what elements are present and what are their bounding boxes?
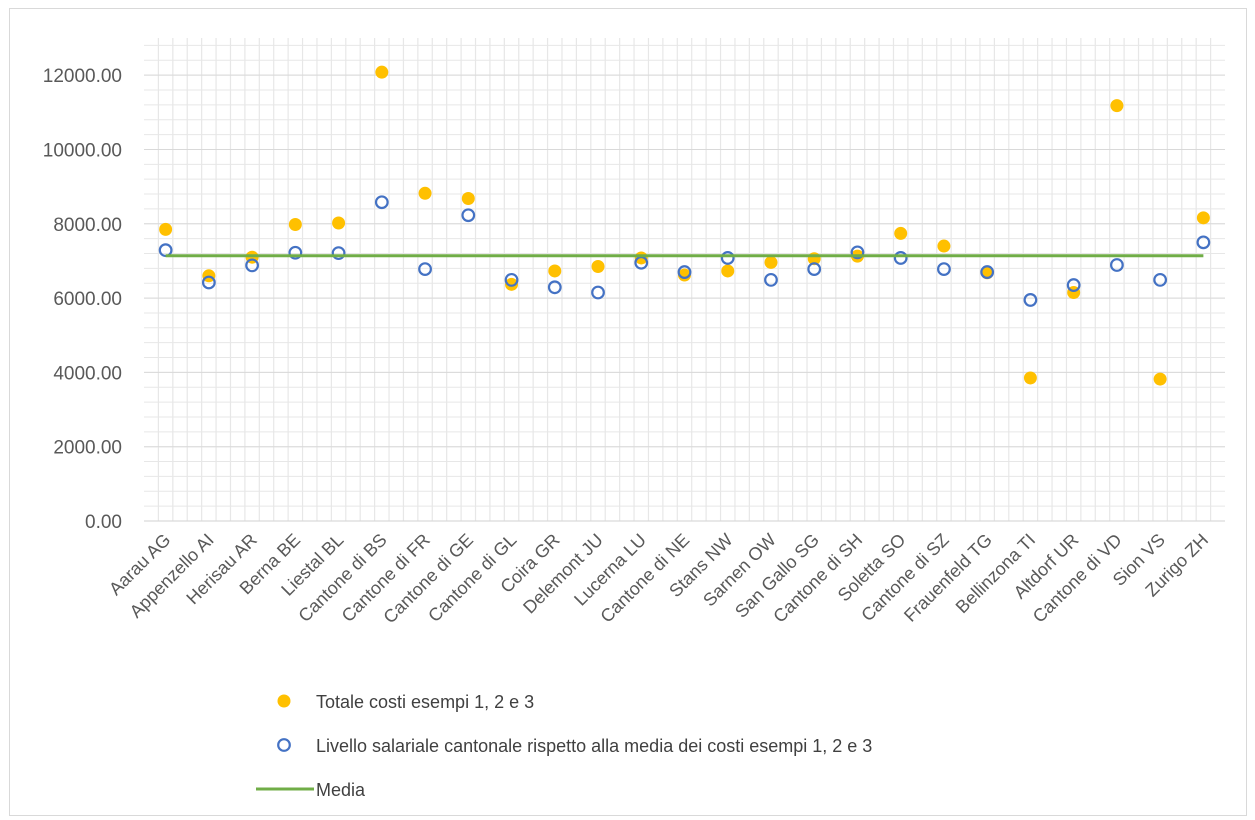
series-2 bbox=[158, 195, 1211, 307]
y-tick-label: 6000.00 bbox=[53, 289, 122, 310]
legend: Totale costi esempi 1, 2 e 3 Livello sala… bbox=[256, 692, 872, 800]
data-point bbox=[159, 222, 173, 236]
data-point bbox=[1153, 272, 1168, 287]
data-point bbox=[504, 272, 519, 287]
chart-frame: 0.00 2000.00 4000.00 6000.00 8000.00 10000.00… bbox=[9, 8, 1247, 816]
data-point bbox=[505, 277, 519, 291]
data-point bbox=[678, 268, 691, 282]
legend-item: Livello salariale cantonale rispetto all… bbox=[277, 736, 872, 756]
data-point bbox=[331, 246, 346, 261]
data-point bbox=[1023, 293, 1038, 307]
y-tick-label: 2000.00 bbox=[53, 438, 122, 459]
legend-marker bbox=[277, 694, 291, 708]
series-1 bbox=[159, 65, 1210, 386]
data-point bbox=[937, 262, 951, 276]
data-point bbox=[1066, 278, 1081, 292]
y-tick-label: 8000.00 bbox=[53, 215, 122, 236]
data-point bbox=[201, 275, 216, 290]
data-point bbox=[591, 259, 605, 273]
y-tick-label: 12000.00 bbox=[43, 66, 122, 87]
data-point bbox=[1109, 258, 1124, 272]
data-point bbox=[807, 262, 822, 276]
legend-marker bbox=[277, 738, 291, 752]
data-point bbox=[374, 195, 389, 210]
data-point bbox=[1153, 372, 1167, 386]
legend-label: Livello salariale cantonale rispetto all… bbox=[316, 736, 872, 756]
data-point bbox=[547, 280, 562, 295]
data-point bbox=[937, 239, 951, 253]
data-point bbox=[1023, 371, 1037, 385]
data-point bbox=[850, 245, 865, 260]
legend-item: Media bbox=[256, 780, 366, 800]
data-point bbox=[548, 264, 562, 278]
data-point bbox=[677, 265, 692, 279]
data-point bbox=[721, 264, 735, 278]
data-point bbox=[461, 192, 475, 206]
y-tick-label: 0.00 bbox=[85, 512, 122, 533]
legend-item: Totale costi esempi 1, 2 e 3 bbox=[277, 692, 534, 712]
y-tick-label: 10000.00 bbox=[43, 140, 122, 161]
data-point bbox=[1110, 99, 1124, 113]
data-point bbox=[720, 251, 735, 265]
data-point bbox=[375, 65, 389, 79]
data-point bbox=[893, 251, 908, 265]
data-point bbox=[591, 285, 605, 300]
y-tick-label: 4000.00 bbox=[53, 363, 122, 384]
data-point bbox=[764, 272, 778, 287]
grid-layer bbox=[144, 38, 1225, 522]
data-point bbox=[288, 245, 303, 260]
data-point bbox=[1196, 235, 1211, 250]
scatter-chart: 0.00 2000.00 4000.00 6000.00 8000.00 10000.00… bbox=[43, 38, 1225, 800]
data-point bbox=[288, 218, 302, 232]
data-point bbox=[418, 262, 432, 276]
data-point bbox=[764, 255, 778, 269]
legend-label: Totale costi esempi 1, 2 e 3 bbox=[316, 692, 534, 712]
data-point bbox=[894, 226, 908, 240]
series-layer bbox=[158, 65, 1211, 386]
data-point bbox=[418, 186, 432, 200]
data-point bbox=[461, 208, 476, 223]
data-point bbox=[332, 216, 346, 230]
data-point bbox=[980, 265, 995, 279]
legend-label: Media bbox=[316, 780, 366, 800]
data-point bbox=[245, 258, 260, 273]
data-point bbox=[158, 243, 173, 258]
data-point bbox=[1196, 211, 1210, 225]
